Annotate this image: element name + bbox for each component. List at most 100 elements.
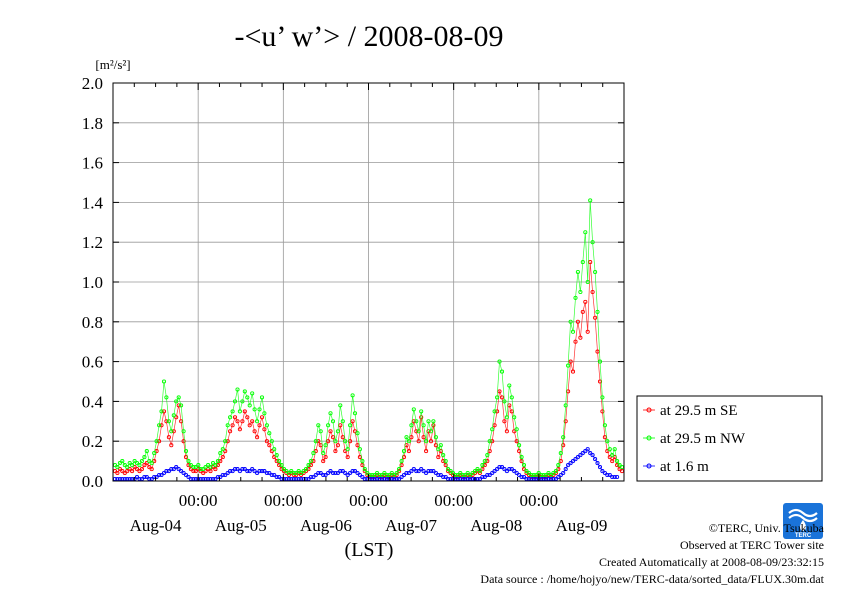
data-point xyxy=(328,469,333,474)
data-point xyxy=(350,393,355,398)
data-point xyxy=(541,472,546,478)
data-point xyxy=(115,470,120,476)
data-point xyxy=(289,469,294,474)
data-point xyxy=(142,455,147,460)
data-point xyxy=(247,423,252,428)
data-point xyxy=(326,470,331,476)
data-point xyxy=(316,423,321,428)
data-point xyxy=(352,469,358,474)
data-point xyxy=(477,469,482,474)
data-point xyxy=(433,470,438,476)
data-point xyxy=(196,467,201,472)
data-point xyxy=(531,472,536,478)
data-point xyxy=(575,319,580,324)
data-point xyxy=(443,474,448,480)
data-point xyxy=(208,465,213,470)
data-point xyxy=(443,463,448,468)
data-point xyxy=(240,399,245,404)
y-tick-label: 0.6 xyxy=(82,353,103,372)
data-point xyxy=(242,467,247,472)
data-point xyxy=(245,415,250,420)
data-point xyxy=(370,474,375,480)
data-point xyxy=(277,463,282,468)
data-point xyxy=(237,427,242,432)
data-point xyxy=(255,419,260,424)
data-point xyxy=(262,427,267,432)
data-point xyxy=(303,467,309,472)
data-point xyxy=(595,349,600,354)
data-point xyxy=(259,395,265,400)
data-point xyxy=(335,470,340,476)
data-point xyxy=(450,470,456,476)
data-point xyxy=(436,447,441,452)
data-point xyxy=(605,439,610,444)
data-point xyxy=(495,409,500,414)
data-point xyxy=(546,470,551,476)
legend-label: at 29.5 m SE xyxy=(660,403,738,419)
data-point xyxy=(575,269,580,275)
data-point xyxy=(458,470,463,476)
data-point xyxy=(154,474,159,480)
data-point xyxy=(147,459,152,464)
data-point xyxy=(384,472,389,478)
data-point xyxy=(463,472,468,478)
data-point xyxy=(311,459,316,464)
data-point xyxy=(335,443,340,448)
data-point xyxy=(169,467,174,472)
data-point xyxy=(326,439,331,444)
y-tick-label: 1.0 xyxy=(82,273,103,292)
data-point xyxy=(318,470,323,476)
data-point xyxy=(272,447,277,452)
data-point xyxy=(232,415,238,420)
data-point xyxy=(570,459,576,464)
data-point xyxy=(428,429,434,434)
data-point xyxy=(191,469,196,474)
data-point xyxy=(144,474,149,480)
data-point xyxy=(426,429,431,434)
data-point xyxy=(472,469,478,474)
data-point xyxy=(132,465,137,470)
data-point xyxy=(414,429,419,434)
data-point xyxy=(517,443,522,448)
data-point xyxy=(122,470,127,476)
data-point xyxy=(426,419,431,424)
data-point xyxy=(115,465,120,470)
data-point xyxy=(193,465,198,470)
data-point xyxy=(504,415,509,420)
data-point xyxy=(264,470,269,476)
data-point xyxy=(208,469,213,474)
data-point xyxy=(188,463,193,468)
data-point xyxy=(193,469,198,474)
data-point xyxy=(125,469,130,474)
data-point xyxy=(122,463,127,468)
data-point xyxy=(441,459,446,464)
data-point xyxy=(132,459,137,464)
data-point xyxy=(404,470,409,476)
data-point xyxy=(201,470,206,476)
data-point xyxy=(228,469,233,474)
data-point xyxy=(389,470,394,476)
data-point xyxy=(137,463,142,468)
data-point xyxy=(240,419,245,424)
data-point xyxy=(531,474,536,480)
data-point xyxy=(215,459,220,464)
data-point xyxy=(568,461,573,466)
data-point xyxy=(345,472,350,478)
data-point xyxy=(345,447,350,452)
data-point xyxy=(428,439,434,444)
data-point xyxy=(426,469,431,474)
data-point xyxy=(370,472,375,478)
data-point xyxy=(235,467,240,472)
data-point xyxy=(548,472,554,478)
data-point xyxy=(117,467,122,472)
data-point xyxy=(482,459,487,464)
data-point xyxy=(348,470,353,476)
data-point xyxy=(333,449,338,454)
x-day-label: Aug-07 xyxy=(385,516,437,535)
data-point xyxy=(225,470,230,476)
data-point xyxy=(338,403,343,408)
data-point xyxy=(610,474,615,480)
data-point xyxy=(166,419,171,424)
data-point xyxy=(360,463,365,468)
legend-label: at 1.6 m xyxy=(660,459,709,475)
